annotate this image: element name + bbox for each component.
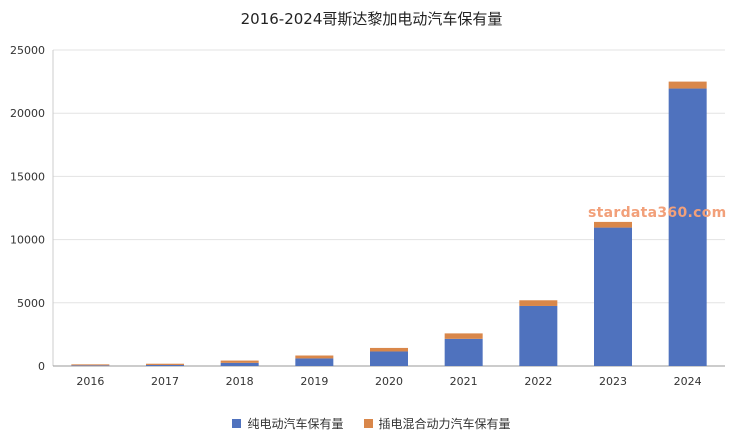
bar-2024-series-2 bbox=[668, 81, 707, 89]
bar-2018-series-2 bbox=[220, 360, 259, 363]
x-tick-label: 2018 bbox=[226, 375, 254, 388]
chart-title: 2016-2024哥斯达黎加电动汽车保有量 bbox=[240, 10, 503, 28]
y-tick-label: 5000 bbox=[17, 297, 45, 310]
bar-2017-series-1 bbox=[146, 364, 184, 366]
bar-2020-series-1 bbox=[370, 351, 408, 366]
legend-swatch bbox=[363, 419, 373, 428]
y-tick-label: 15000 bbox=[10, 170, 45, 183]
legend-label: 插电混合动力汽车保有量 bbox=[378, 417, 511, 431]
bar-2016-series-2 bbox=[71, 364, 110, 366]
x-axis: 2016 2017 2018 2019 2020 2021 2022 2023 2024 bbox=[53, 365, 725, 388]
legend-label: 纯电动汽车保有量 bbox=[247, 417, 344, 431]
x-tick-label: 2024 bbox=[674, 375, 702, 388]
bar-2020-series-2 bbox=[370, 347, 408, 352]
bar-2021-series-2 bbox=[444, 333, 483, 339]
legend: 纯电动汽车保有量 插电混合动力汽车保有量 bbox=[0, 415, 743, 432]
x-tick-label: 2019 bbox=[300, 375, 328, 388]
bar-2022-series-1 bbox=[519, 305, 558, 366]
bar-2022-series-2 bbox=[519, 300, 558, 306]
bar-2021-series-1 bbox=[444, 338, 483, 366]
y-tick-label: 0 bbox=[38, 360, 45, 373]
watermark-text: stardata360.com bbox=[588, 205, 727, 221]
bars bbox=[71, 81, 707, 366]
x-tick-label: 2023 bbox=[599, 375, 627, 388]
x-tick-label: 2022 bbox=[524, 375, 552, 388]
bar-2017-series-2 bbox=[146, 363, 184, 365]
legend-item: 纯电动汽车保有量 bbox=[232, 415, 344, 432]
x-tick-label: 2017 bbox=[151, 375, 179, 388]
x-tick-label: 2020 bbox=[375, 375, 403, 388]
x-tick-label: 2021 bbox=[450, 375, 478, 388]
bar-2024-series-1 bbox=[668, 88, 707, 366]
bar-2019-series-2 bbox=[295, 355, 334, 359]
bar-2016-series-1 bbox=[71, 365, 110, 366]
bar-2018-series-1 bbox=[220, 362, 259, 366]
bar-2023-series-1 bbox=[594, 227, 632, 366]
y-tick-label: 20000 bbox=[10, 107, 45, 120]
y-axis: 0 5000 10000 15000 20000 25000 bbox=[10, 44, 54, 373]
x-tick-label: 2016 bbox=[76, 375, 104, 388]
bar-2019-series-1 bbox=[295, 358, 334, 366]
y-tick-label: 10000 bbox=[10, 234, 45, 247]
bar-2023-series-2 bbox=[594, 221, 632, 228]
y-tick-label: 25000 bbox=[10, 44, 45, 57]
legend-item: 插电混合动力汽车保有量 bbox=[363, 415, 511, 432]
legend-swatch bbox=[232, 419, 242, 428]
